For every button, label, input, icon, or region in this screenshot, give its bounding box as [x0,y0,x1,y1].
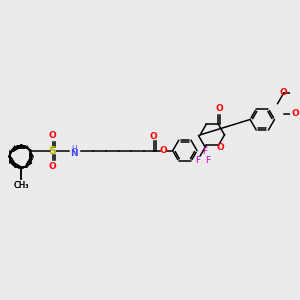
Text: O: O [49,130,56,140]
Text: F: F [202,147,207,156]
Text: O: O [49,162,56,171]
Text: O: O [160,146,167,155]
Text: O: O [280,88,287,97]
Text: O: O [292,109,300,118]
Text: F: F [195,156,200,165]
Text: S: S [49,146,57,156]
Text: O: O [150,132,158,141]
Text: H: H [71,145,76,154]
Text: N: N [70,149,77,158]
Text: F: F [206,156,211,165]
Text: CH₃: CH₃ [13,181,28,190]
Text: O: O [215,104,223,113]
Text: CH₃: CH₃ [13,181,28,190]
Text: O: O [217,143,224,152]
